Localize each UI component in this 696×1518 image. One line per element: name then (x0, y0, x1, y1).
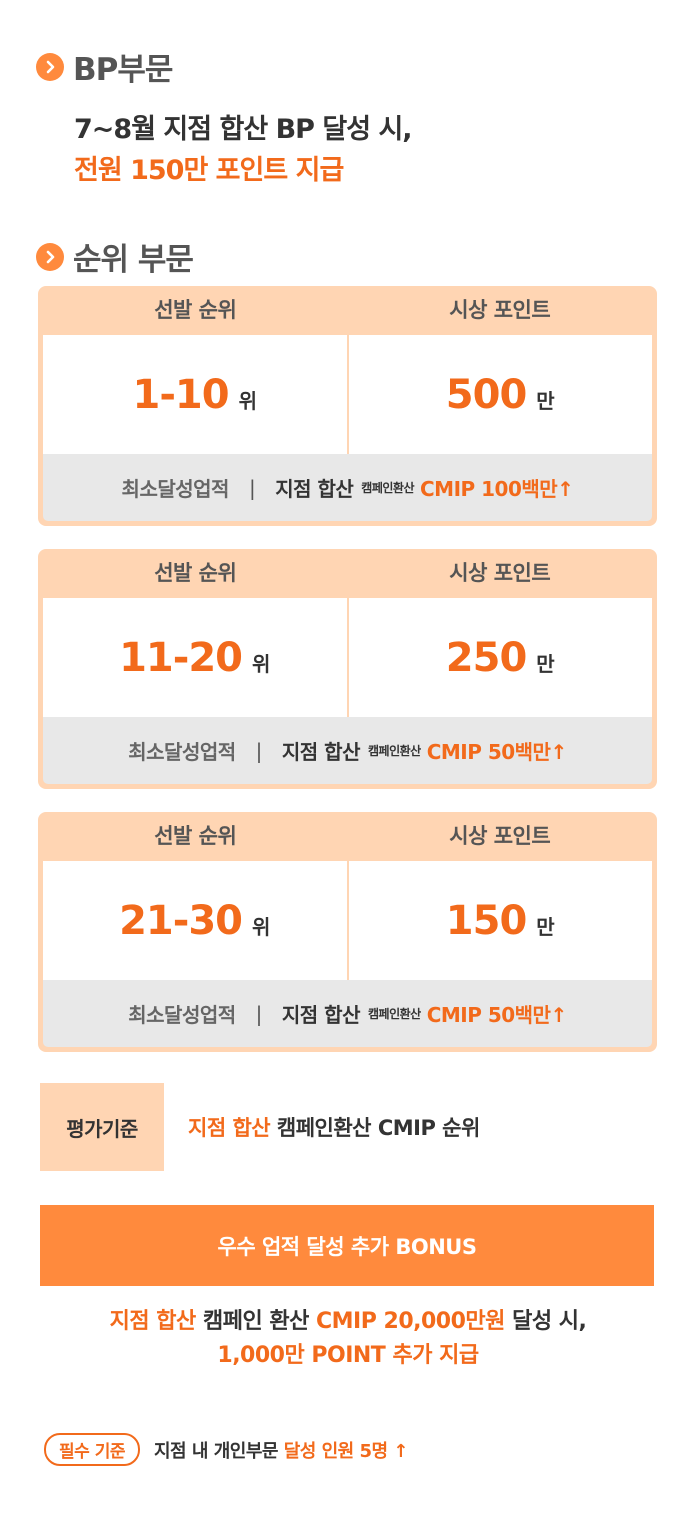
rank-card: 선발 순위 시상 포인트 1-10 위 500 만 최소달성업적 | 지점 합산… (38, 286, 657, 526)
foot-separator: | (248, 475, 256, 500)
card-body: 11-20 위 250 만 (43, 598, 652, 717)
foot-main: 지점 합산 (281, 740, 361, 764)
point-cell: 150 만 (348, 861, 652, 980)
bonus-line-2: 1,000만 POINT 추가 지급 (217, 1343, 479, 1368)
foot-accent: CMIP 50백만↑ (426, 1003, 568, 1027)
header-point: 시상 포인트 (449, 824, 551, 848)
requirement-accent: 달성 인원 5명 ↑ (283, 1440, 409, 1462)
card-footer: 최소달성업적 | 지점 합산 캠페인환산 CMIP 50백만↑ (43, 717, 652, 784)
point-value: 500 (445, 371, 527, 418)
rank-cell: 1-10 위 (43, 335, 347, 454)
bonus-description: 지점 합산 캠페인 환산 CMIP 20,000만원 달성 시, 1,000만 … (0, 1305, 696, 1373)
rank-section-header: 순위 부문 (36, 234, 194, 279)
requirement: 필수 기준 지점 내 개인부문 달성 인원 5명 ↑ (44, 1433, 408, 1466)
rank-value: 11-20 (119, 634, 243, 681)
requirement-dark: 지점 내 개인부문 (153, 1440, 278, 1462)
rank-section-title: 순위 부문 (73, 242, 194, 278)
chevron-right-icon (36, 242, 64, 271)
bp-section-header: BP부문 (36, 44, 173, 89)
rank-unit: 위 (252, 915, 271, 939)
foot-accent: CMIP 100백만↑ (419, 477, 574, 501)
header-point: 시상 포인트 (449, 298, 551, 322)
point-value: 150 (445, 897, 527, 944)
card-body: 21-30 위 150 만 (43, 861, 652, 980)
foot-small: 캠페인환산 (361, 481, 414, 495)
bonus-accent-2: CMIP 20,000만원 (316, 1309, 505, 1334)
foot-label: 최소달성업적 (121, 477, 230, 501)
rank-cell: 21-30 위 (43, 861, 347, 980)
card-footer: 최소달성업적 | 지점 합산 캠페인환산 CMIP 100백만↑ (43, 454, 652, 521)
bp-line-1: 7~8월 지점 합산 BP 달성 시, (74, 114, 413, 145)
criteria-rest: 캠페인환산 CMIP 순위 (276, 1116, 480, 1140)
header-rank: 선발 순위 (154, 824, 237, 848)
foot-small: 캠페인환산 (367, 744, 421, 758)
bonus-bar: 우수 업적 달성 추가 BONUS (40, 1205, 654, 1286)
rank-value: 21-30 (119, 897, 243, 944)
chevron-right-icon (36, 52, 64, 81)
criteria-text: 지점 합산 캠페인환산 CMIP 순위 (188, 1112, 480, 1142)
bonus-accent-1: 지점 합산 (109, 1309, 197, 1334)
header-point: 시상 포인트 (449, 561, 551, 585)
bp-description: 7~8월 지점 합산 BP 달성 시, 전원 150만 포인트 지급 (74, 109, 413, 191)
bonus-line-1: 지점 합산 캠페인 환산 CMIP 20,000만원 달성 시, (0, 1305, 696, 1339)
point-value: 250 (445, 634, 527, 681)
header-rank: 선발 순위 (154, 298, 237, 322)
requirement-text: 지점 내 개인부문 달성 인원 5명 ↑ (154, 1437, 408, 1463)
foot-label: 최소달성업적 (128, 740, 236, 764)
card-body: 1-10 위 500 만 (43, 335, 652, 454)
bonus-dark-2: 달성 시, (512, 1309, 587, 1334)
bp-section-title: BP부문 (73, 52, 173, 88)
bp-line-2: 전원 150만 포인트 지급 (74, 155, 344, 186)
header-rank: 선발 순위 (154, 561, 237, 585)
foot-accent: CMIP 50백만↑ (426, 740, 568, 764)
foot-separator: | (255, 738, 263, 763)
foot-small: 캠페인환산 (367, 1007, 421, 1021)
point-unit: 만 (536, 915, 555, 939)
foot-main: 지점 합산 (281, 1003, 361, 1027)
point-unit: 만 (536, 389, 555, 413)
evaluation-criteria: 평가기준 지점 합산 캠페인환산 CMIP 순위 (40, 1083, 654, 1171)
foot-separator: | (255, 1001, 263, 1026)
criteria-accent: 지점 합산 (188, 1116, 271, 1140)
card-header: 선발 순위 시상 포인트 (43, 549, 652, 598)
point-cell: 250 만 (348, 598, 652, 717)
rank-card: 선발 순위 시상 포인트 21-30 위 150 만 최소달성업적 | 지점 합… (38, 812, 657, 1052)
point-unit: 만 (536, 652, 555, 676)
card-footer: 최소달성업적 | 지점 합산 캠페인환산 CMIP 50백만↑ (43, 980, 652, 1047)
rank-card: 선발 순위 시상 포인트 11-20 위 250 만 최소달성업적 | 지점 합… (38, 549, 657, 789)
criteria-label: 평가기준 (40, 1083, 164, 1171)
bonus-dark-1: 캠페인 환산 (202, 1309, 309, 1334)
rank-cell: 11-20 위 (43, 598, 347, 717)
rank-value: 1-10 (132, 371, 229, 418)
foot-main: 지점 합산 (275, 477, 354, 501)
point-cell: 500 만 (348, 335, 652, 454)
rank-unit: 위 (252, 652, 271, 676)
foot-label: 최소달성업적 (128, 1003, 236, 1027)
requirement-badge: 필수 기준 (44, 1433, 140, 1466)
card-header: 선발 순위 시상 포인트 (43, 812, 652, 861)
rank-unit: 위 (238, 389, 257, 413)
card-header: 선발 순위 시상 포인트 (43, 286, 652, 335)
